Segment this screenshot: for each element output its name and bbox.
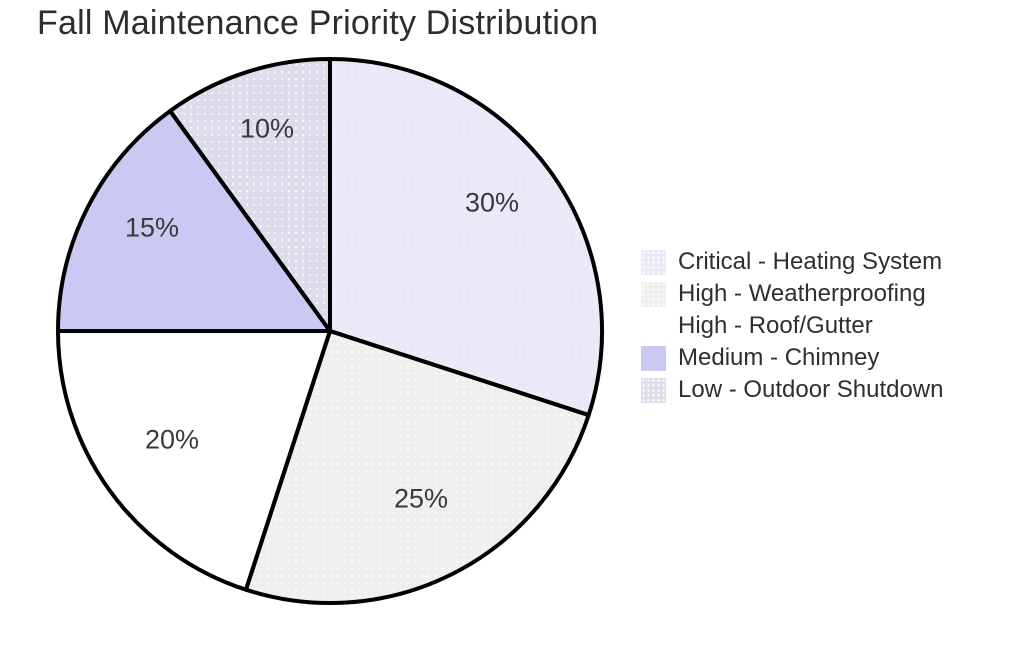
legend-item-high-weatherproofing: High - Weatherproofing (641, 278, 944, 310)
legend-item-high-roof-gutter: High - Roof/Gutter (641, 310, 944, 342)
pie-slice-edge-4 (168, 57, 332, 333)
legend-item-critical-heating-system: Critical - Heating System (641, 246, 944, 278)
pie-slice-2 (57, 331, 331, 590)
pie-slice-texture-0 (330, 59, 603, 416)
pct-label-high-roof-gutter: 20% (144, 424, 200, 455)
legend-swatch-low-outdoor-shutdown (641, 377, 666, 403)
legend-label: High - Roof/Gutter (678, 312, 873, 339)
pie-slice-texture-1 (245, 331, 589, 604)
chart-title: Fall Maintenance Priority Distribution (37, 4, 599, 42)
legend-swatch-medium-chimney (641, 345, 666, 371)
pie-slice-texture-4 (170, 59, 330, 331)
legend-label: High - Weatherproofing (678, 280, 926, 307)
legend-label: Medium - Chimney (678, 344, 880, 371)
pct-label-critical-heating-system: 30% (464, 187, 520, 218)
pie-slice-edge-1 (243, 329, 591, 605)
legend: Critical - Heating System High - Weather… (641, 246, 944, 406)
pie-slice-edge-3 (56, 108, 332, 333)
legend-swatch-high-weatherproofing (641, 281, 666, 307)
pct-label-low-outdoor-shutdown: 10% (239, 113, 295, 144)
pie-slice-edge-0 (328, 57, 604, 418)
legend-label: Low - Outdoor Shutdown (678, 376, 944, 403)
legend-item-medium-chimney: Medium - Chimney (641, 342, 944, 374)
pct-label-medium-chimney: 15% (124, 212, 180, 243)
pie-wedge-strokes (56, 57, 604, 605)
pie-slice-edge-2 (56, 329, 332, 592)
pct-label-high-weatherproofing: 25% (393, 483, 449, 514)
pie-slice-3 (58, 110, 330, 331)
legend-swatch-critical-heating-system (641, 249, 666, 275)
pie-chart (56, 57, 604, 605)
legend-item-low-outdoor-shutdown: Low - Outdoor Shutdown (641, 374, 944, 406)
pie-wedge-textures (170, 59, 603, 604)
legend-swatch-high-roof-gutter (641, 313, 666, 339)
legend-label: Critical - Heating System (678, 248, 943, 275)
